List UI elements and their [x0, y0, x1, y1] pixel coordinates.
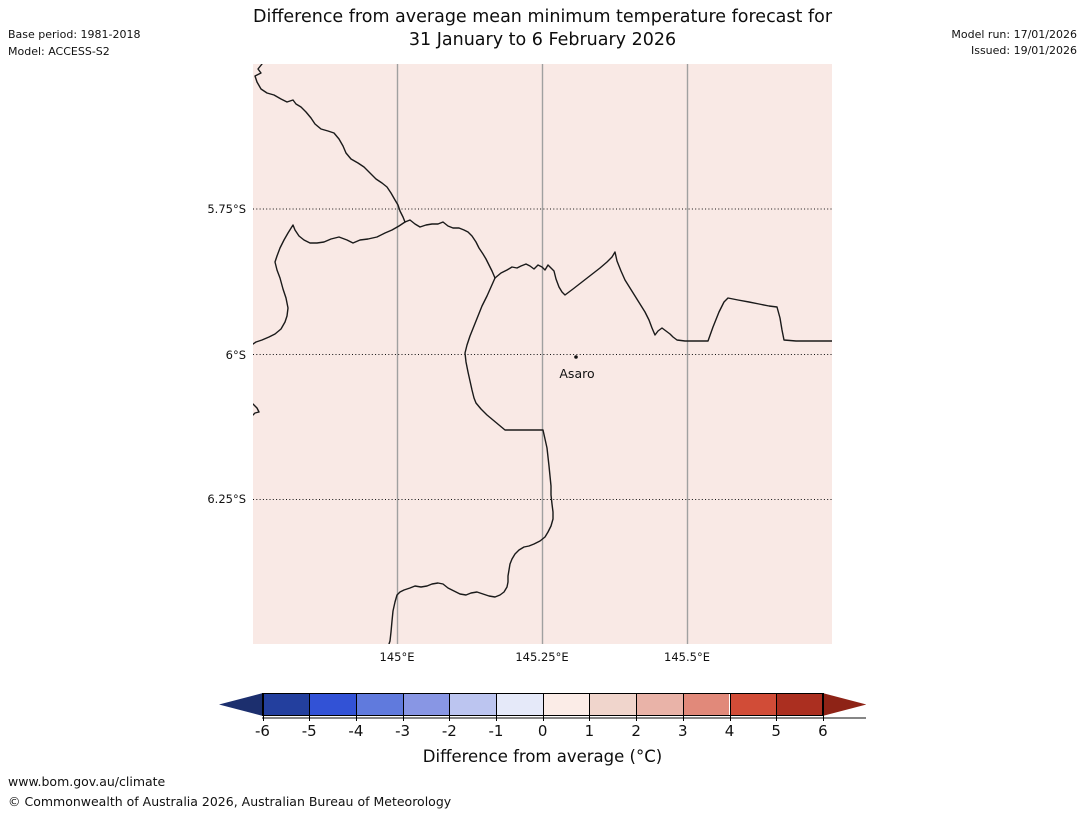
- lon-tick-145e: 145°E: [379, 650, 415, 664]
- town-marker-dot: [574, 355, 578, 359]
- colorbar-segment-divider: [355, 693, 357, 716]
- lat-tick-6s: 6°S: [225, 348, 246, 362]
- colorbar-segment: [636, 693, 683, 716]
- colorbar-segment: [402, 693, 450, 716]
- title-line-2: 31 January to 6 February 2026: [408, 30, 677, 50]
- colorbar-left-arrow: [219, 693, 263, 716]
- colorbar-segment: [309, 693, 356, 716]
- footer-copyright: © Commonwealth of Australia 2026, Austra…: [8, 794, 452, 809]
- colorbar-segment-divider: [776, 693, 778, 716]
- colorbar-tick-label: 4: [724, 722, 735, 740]
- colorbar-tick-label: 0: [537, 722, 548, 740]
- colorbar-segment-divider: [822, 693, 824, 716]
- model-run-text: Model run: 17/01/2026: [951, 28, 1077, 41]
- longitude-gridlines: [396, 64, 689, 644]
- colorbar-tickmark: [589, 716, 591, 721]
- colorbar-tickmark: [262, 716, 264, 721]
- colorbar-tick-label: 5: [771, 722, 781, 740]
- colorbar-segment-divider: [729, 693, 731, 716]
- colorbar-tick-label: -1: [488, 722, 504, 740]
- colorbar-baseline: [262, 717, 866, 719]
- colorbar-tickmark: [402, 716, 404, 721]
- colorbar-tickmark: [822, 716, 824, 721]
- model-text: Model: ACCESS-S2: [8, 45, 110, 58]
- colorbar: -6 -5 -4 -3 -2 -1 0 1 2 3 4 5 6: [219, 693, 867, 740]
- colorbar-segment: [542, 693, 590, 716]
- border-northwest: [254, 64, 406, 223]
- colorbar-tick-label: 3: [678, 722, 688, 740]
- colorbar-axis-label: Difference from average (°C): [422, 747, 663, 766]
- colorbar-tickmark: [542, 716, 544, 721]
- region-border-lines: [253, 64, 832, 644]
- colorbar-right-arrow: [822, 693, 867, 716]
- colorbar-tickmark: [729, 716, 731, 721]
- issued-text: Issued: 19/01/2026: [970, 44, 1077, 57]
- town-label: Asaro: [559, 366, 595, 381]
- colorbar-tickmark: [449, 716, 451, 721]
- border-west: [253, 221, 406, 345]
- title-line-1: Difference from average mean minimum tem…: [252, 7, 833, 27]
- lon-tick-145-5e: 145.5°E: [664, 650, 710, 664]
- colorbar-tickmark: [355, 716, 357, 721]
- colorbar-segment-divider: [449, 693, 451, 716]
- map-canvas: [253, 64, 832, 644]
- colorbar-segment-divider: [496, 693, 497, 716]
- base-period-text: Base period: 1981-2018: [8, 28, 141, 41]
- colorbar-segment: [682, 693, 730, 716]
- run-metadata-right: Model run: 17/01/2026 Issued: 19/01/2026: [951, 27, 1077, 59]
- colorbar-segment: [449, 693, 496, 716]
- colorbar-tick-label: -4: [348, 722, 364, 740]
- lat-tick-6-25s: 6.25°S: [207, 492, 246, 506]
- colorbar-segment-divider: [589, 693, 591, 716]
- footer-url: www.bom.gov.au/climate: [8, 774, 166, 789]
- colorbar-tick-label: 6: [818, 722, 828, 740]
- border-left-edge-fragment: [253, 403, 260, 416]
- colorbar-segment-divider: [542, 693, 544, 716]
- colorbar-tick-label: 1: [584, 722, 595, 740]
- colorbar-segment-divider: [402, 693, 404, 716]
- colorbar-segment-divider: [262, 693, 264, 716]
- run-metadata-left: Base period: 1981-2018 Model: ACCESS-S2: [8, 26, 140, 60]
- colorbar-segment: [729, 693, 777, 716]
- colorbar-tick-label: -3: [395, 722, 411, 740]
- colorbar-segment-divider: [636, 693, 638, 716]
- lat-tick-5-75s: 5.75°S: [207, 202, 246, 216]
- colorbar-tickmark: [682, 716, 684, 721]
- colorbar-segment-divider: [682, 693, 684, 716]
- border-central: [404, 219, 496, 279]
- colorbar-segment: [262, 693, 310, 716]
- border-east: [494, 251, 832, 342]
- colorbar-tick-label: -6: [255, 722, 270, 740]
- colorbar-tickmark: [636, 716, 638, 721]
- colorbar-segment: [355, 693, 403, 716]
- colorbar-segment-divider: [309, 693, 311, 716]
- forecast-map: Asaro: [253, 64, 832, 644]
- colorbar-tick-label: -2: [441, 722, 457, 740]
- page-title: Difference from average mean minimum tem…: [0, 6, 1085, 52]
- colorbar-segment: [776, 693, 823, 716]
- latitude-gridlines: [253, 208, 832, 501]
- colorbar-tickmark: [776, 716, 778, 721]
- colorbar-tickmark: [309, 716, 311, 721]
- colorbar-tick-label: 2: [631, 722, 641, 740]
- lon-tick-145-25e: 145.25°E: [515, 650, 569, 664]
- colorbar-segment: [496, 693, 543, 716]
- colorbar-segment: [589, 693, 637, 716]
- colorbar-tickmark: [496, 716, 497, 721]
- colorbar-tick-label: -5: [301, 722, 317, 740]
- border-south: [388, 277, 554, 644]
